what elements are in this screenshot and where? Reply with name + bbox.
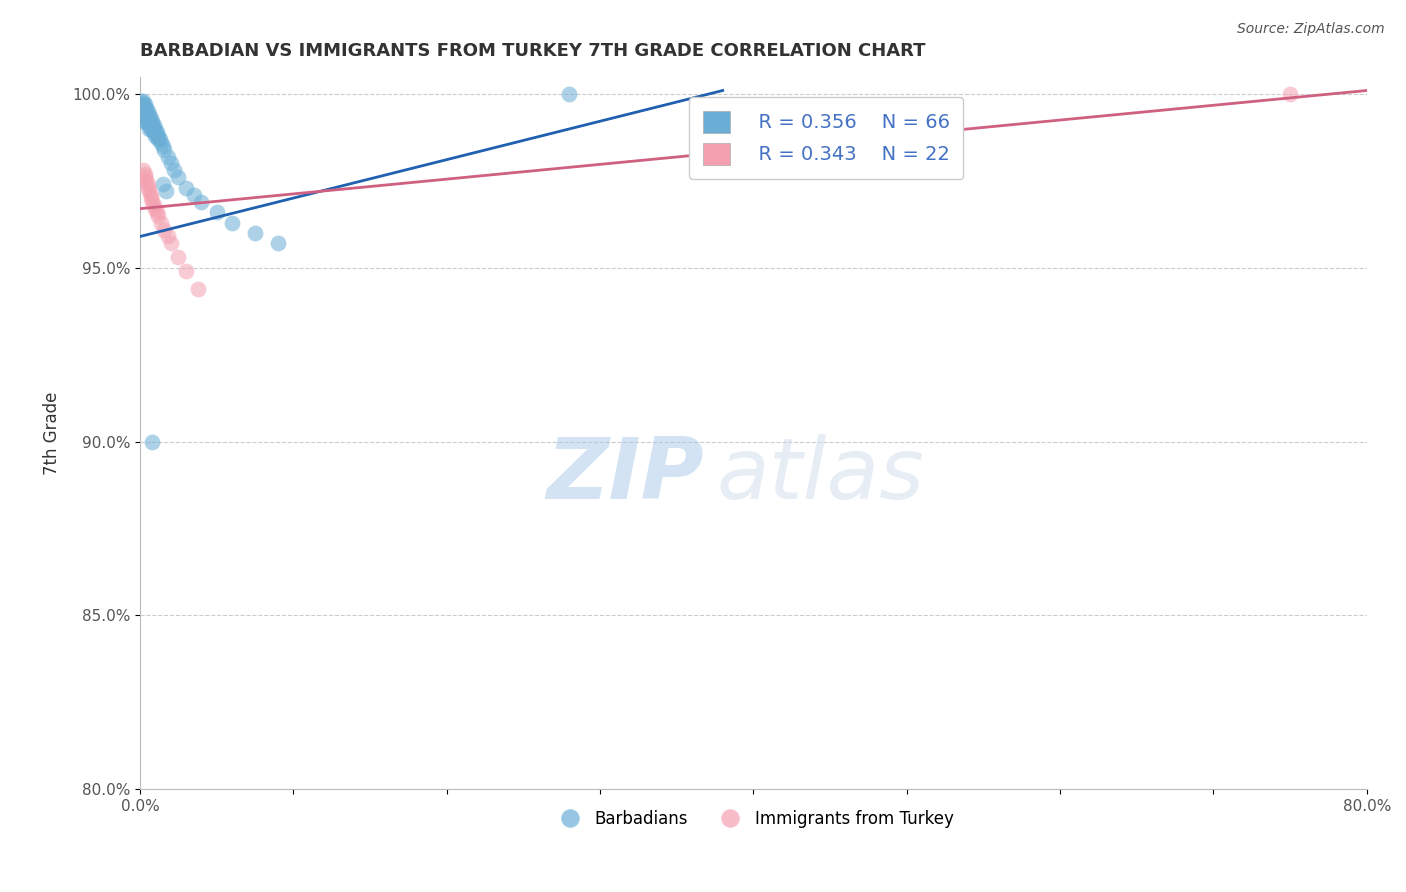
Point	[558, 87, 581, 101]
Point	[136, 108, 159, 122]
Point	[134, 167, 156, 181]
Point	[134, 104, 156, 119]
Point	[138, 121, 160, 136]
Point	[139, 187, 162, 202]
Point	[146, 128, 169, 143]
Point	[136, 104, 159, 119]
Point	[155, 184, 177, 198]
Point	[143, 202, 166, 216]
Point	[142, 198, 165, 212]
Point	[135, 174, 157, 188]
Point	[134, 97, 156, 112]
Point	[134, 112, 156, 126]
Point	[167, 251, 190, 265]
Point	[136, 112, 159, 126]
Point	[143, 128, 166, 143]
Point	[152, 178, 174, 192]
Point	[139, 112, 162, 126]
Point	[243, 226, 266, 240]
Point	[159, 156, 181, 170]
Point	[132, 94, 155, 108]
Text: atlas: atlas	[717, 434, 925, 517]
Point	[146, 205, 169, 219]
Point	[183, 187, 205, 202]
Point	[136, 181, 159, 195]
Point	[138, 108, 160, 122]
Point	[167, 170, 190, 185]
Point	[142, 125, 165, 139]
Point	[152, 139, 174, 153]
Text: BARBADIAN VS IMMIGRANTS FROM TURKEY 7TH GRADE CORRELATION CHART: BARBADIAN VS IMMIGRANTS FROM TURKEY 7TH …	[141, 42, 925, 60]
Point	[174, 181, 197, 195]
Point	[148, 132, 170, 146]
Point	[135, 101, 157, 115]
Point	[134, 108, 156, 122]
Point	[134, 101, 156, 115]
Point	[141, 194, 163, 209]
Point	[150, 216, 173, 230]
Point	[1279, 87, 1302, 101]
Point	[141, 121, 163, 136]
Point	[132, 163, 155, 178]
Point	[159, 236, 181, 251]
Text: ZIP: ZIP	[547, 434, 704, 517]
Point	[134, 115, 156, 129]
Point	[143, 121, 166, 136]
Point	[142, 118, 165, 132]
Point	[132, 104, 155, 119]
Text: Source: ZipAtlas.com: Source: ZipAtlas.com	[1237, 22, 1385, 37]
Point	[131, 94, 153, 108]
Point	[139, 121, 162, 136]
Point	[136, 115, 159, 129]
Point	[138, 118, 160, 132]
Point	[138, 184, 160, 198]
Point	[131, 101, 153, 115]
Point	[187, 282, 209, 296]
Point	[141, 434, 163, 449]
Point	[135, 112, 157, 126]
Point	[141, 115, 163, 129]
Point	[135, 115, 157, 129]
Point	[139, 115, 162, 129]
Point	[134, 170, 156, 185]
Point	[135, 104, 157, 119]
Point	[132, 97, 155, 112]
Point	[149, 132, 172, 146]
Point	[156, 229, 179, 244]
Point	[141, 118, 163, 132]
Point	[138, 112, 160, 126]
Point	[146, 125, 169, 139]
Point	[174, 264, 197, 278]
Legend: Barbadians, Immigrants from Turkey: Barbadians, Immigrants from Turkey	[547, 803, 960, 834]
Point	[163, 163, 186, 178]
Point	[143, 125, 166, 139]
Point	[150, 136, 173, 150]
Point	[138, 115, 160, 129]
Point	[190, 194, 212, 209]
Point	[148, 128, 170, 143]
Point	[132, 101, 155, 115]
Point	[156, 150, 179, 164]
Point	[139, 118, 162, 132]
Point	[153, 222, 176, 236]
Y-axis label: 7th Grade: 7th Grade	[44, 392, 60, 475]
Point	[205, 205, 228, 219]
Point	[221, 216, 243, 230]
Point	[136, 178, 159, 192]
Point	[131, 97, 153, 112]
Point	[148, 209, 170, 223]
Point	[135, 108, 157, 122]
Point	[132, 108, 155, 122]
Point	[267, 236, 290, 251]
Point	[153, 143, 176, 157]
Point	[139, 191, 162, 205]
Point	[142, 121, 165, 136]
